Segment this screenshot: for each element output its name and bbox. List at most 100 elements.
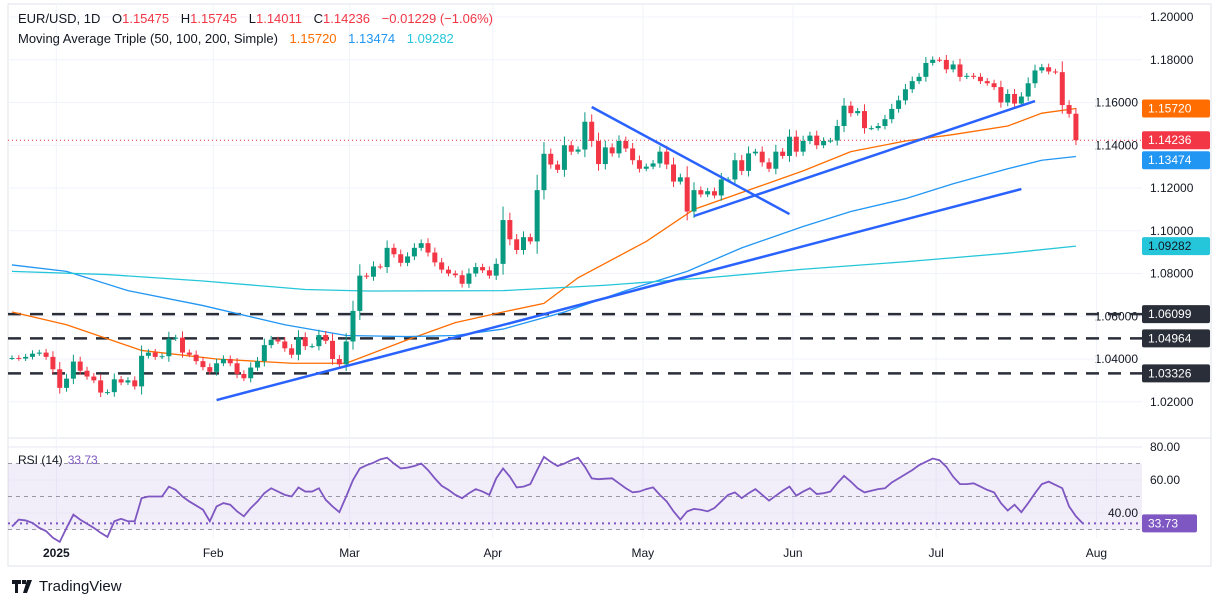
candle [746,146,752,177]
candle [636,155,642,173]
rsi-line [11,455,1084,544]
candle-body [800,140,806,152]
candle-body [916,76,922,82]
candle [57,362,63,394]
candle [930,56,936,66]
price-tick-label: 1.02000 [1150,395,1194,409]
candle [561,136,567,177]
price-tick-label: 1.08000 [1150,267,1194,281]
rsi-tick-label: 60.00 [1150,473,1180,487]
candle-body [773,151,779,169]
trendline [216,187,1022,402]
price-badge [1142,237,1210,256]
candle [50,351,56,374]
candle-body [657,151,663,164]
candle [425,238,431,257]
candle-body [493,263,499,276]
candle [234,358,240,379]
ma200-value: 1.09282 [406,31,454,46]
candle-body [527,237,533,242]
candle-body [173,337,179,339]
candle-body [84,370,90,377]
candle [36,349,42,356]
candle-body [589,121,595,141]
candle [739,154,745,176]
candle [193,350,199,365]
candle [493,258,499,281]
candle-body [398,254,404,263]
candle [145,349,151,359]
candle [548,148,554,169]
candle-body [937,59,943,61]
candle-body [111,379,117,393]
candle [841,98,847,133]
candle [896,95,902,113]
candle [814,130,820,150]
candle [821,137,827,149]
price-badge-label: 1.09282 [1148,239,1192,253]
candle-body [302,337,308,347]
candle [521,231,526,255]
candle [991,79,997,90]
candle [166,331,172,362]
candle [650,160,656,170]
candle [691,182,697,218]
candle-body [207,367,213,372]
candle [180,331,185,358]
candle [766,158,772,173]
high-value: 1.15745 [190,11,238,26]
candle-body [568,145,574,152]
candle [923,56,929,82]
candle-body [862,111,867,129]
time-axis-label: Mar [339,546,360,560]
candle [445,266,451,277]
candle-body [9,357,15,359]
low-label: L [248,11,256,26]
candle [459,270,465,288]
candle-body [145,352,151,356]
candle-body [166,338,172,357]
candle-body [684,177,690,212]
candle [780,148,786,159]
ma-legend[interactable]: Moving Average Triple (50, 100, 200, Sim… [18,31,454,46]
candle-body [480,267,486,271]
candle-body [882,119,888,127]
candle-body [309,346,315,348]
candle [98,374,104,398]
candle-body [159,356,165,358]
candle [139,345,145,395]
symbol-legend: EUR/USD, 1D O1.15475 H1.15745 L1.14011 C… [18,11,493,26]
candle [302,332,308,351]
candle-body [643,166,649,169]
candle [16,355,22,361]
candle-body [548,153,554,165]
candle [643,163,649,172]
candle [500,206,506,275]
candle-body [91,376,97,381]
candle-body [902,89,908,101]
tradingview-logo[interactable]: TradingView [12,578,122,595]
candle-body [514,239,520,250]
candle-body [814,135,820,146]
candle-body [868,128,874,130]
candle [582,112,588,158]
level-badge [1142,305,1210,324]
candle-body [16,357,22,359]
candle-body [486,270,492,276]
ma-title: Moving Average Triple (50, 100, 200, Sim… [18,31,278,46]
candle [998,80,1004,108]
candle [1059,61,1065,114]
candle-body [841,105,847,127]
candle-body [50,356,56,370]
rsi-legend[interactable]: RSI (14) 33.73 [18,453,98,467]
brand-name: TradingView [39,578,122,595]
candle-body [827,140,833,142]
candle [623,136,629,153]
candle [541,142,547,200]
candle [9,355,15,360]
rsi-badge [1142,514,1197,533]
level-badge-label: 1.06099 [1148,307,1192,321]
candle-body [29,353,35,357]
candle [862,104,867,134]
